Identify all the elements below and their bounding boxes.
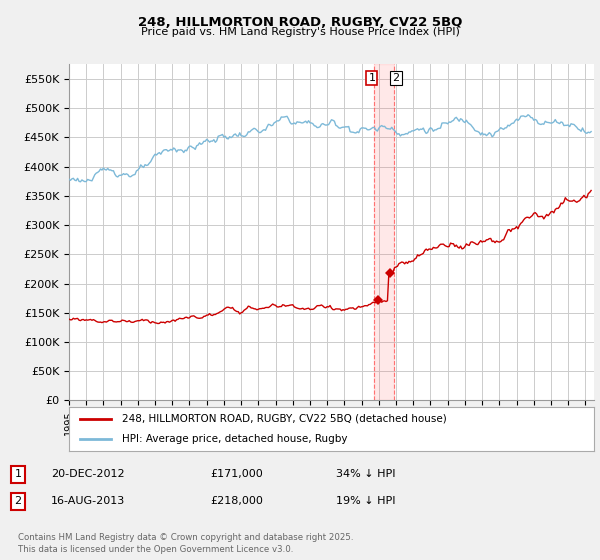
Text: 19% ↓ HPI: 19% ↓ HPI (336, 496, 395, 506)
Text: Price paid vs. HM Land Registry's House Price Index (HPI): Price paid vs. HM Land Registry's House … (140, 27, 460, 37)
Text: 20-DEC-2012: 20-DEC-2012 (51, 469, 125, 479)
Text: 2: 2 (392, 73, 400, 83)
Bar (374, 64, 394, 400)
Text: 248, HILLMORTON ROAD, RUGBY, CV22 5BQ (detached house): 248, HILLMORTON ROAD, RUGBY, CV22 5BQ (d… (121, 414, 446, 424)
Text: 2: 2 (14, 496, 22, 506)
Text: £171,000: £171,000 (210, 469, 263, 479)
Text: 248, HILLMORTON ROAD, RUGBY, CV22 5BQ: 248, HILLMORTON ROAD, RUGBY, CV22 5BQ (138, 16, 462, 29)
Text: 16-AUG-2013: 16-AUG-2013 (51, 496, 125, 506)
Text: Contains HM Land Registry data © Crown copyright and database right 2025.
This d: Contains HM Land Registry data © Crown c… (18, 533, 353, 554)
Text: 1: 1 (368, 73, 376, 83)
Text: £218,000: £218,000 (210, 496, 263, 506)
Text: HPI: Average price, detached house, Rugby: HPI: Average price, detached house, Rugb… (121, 434, 347, 444)
Text: 1: 1 (14, 469, 22, 479)
Text: 34% ↓ HPI: 34% ↓ HPI (336, 469, 395, 479)
